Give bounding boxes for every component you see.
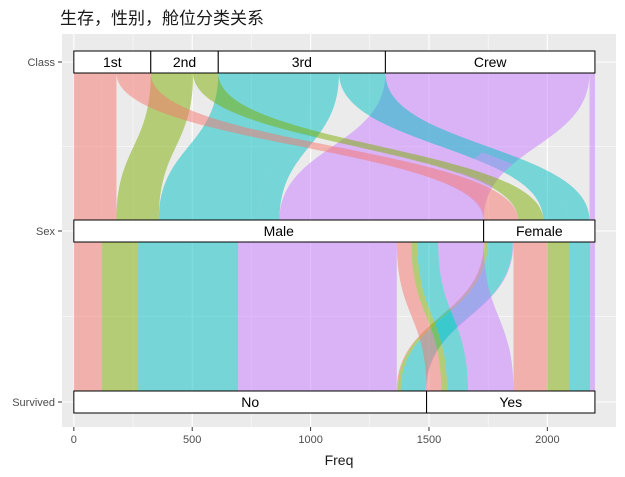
y-tick-label-survived: Survived	[12, 397, 55, 409]
x-tick-label: 1000	[298, 434, 322, 446]
chart-title: 生存，性别，舱位分类关系	[60, 9, 264, 29]
stratum-box-yes	[426, 390, 596, 414]
x-axis-title: Freq	[325, 452, 354, 468]
x-tick-label: 1500	[417, 434, 441, 446]
stratum-label-female: Female	[516, 223, 563, 239]
flow-ribbon-3rd-male-no-class	[158, 73, 319, 220]
x-tick-label: 2000	[535, 434, 559, 446]
y-tick-label-class: Class	[27, 57, 55, 69]
stratum-label-crew: Crew	[474, 54, 508, 70]
stratum-label-male: Male	[264, 223, 295, 239]
flow-ribbon-crew-female-no-class	[589, 73, 591, 220]
flow-ribbon-2nd-female-no-class	[193, 73, 522, 220]
flow-ribbon-3rd-female-yes-sex	[568, 242, 591, 391]
flow-ribbon-crew-male-no-class	[279, 73, 545, 220]
flow-ribbon-2nd-male-no-sex	[101, 242, 139, 391]
flow-ribbon-crew-female-yes-class	[590, 73, 595, 220]
x-tick-label: 500	[183, 434, 201, 446]
stratum-label-yes: Yes	[499, 394, 522, 410]
flow-ribbon-3rd-male-no-sex	[138, 242, 239, 391]
flow-ribbon-3rd-male-yes-class	[258, 73, 339, 220]
x-tick-label: 0	[71, 434, 77, 446]
flow-ribbon-crew-male-yes-sex	[438, 242, 514, 391]
flow-ribbon-3rd-male-yes-sex	[417, 242, 469, 391]
stratum-label-1st: 1st	[103, 54, 122, 70]
strata-boxes: 1st 2nd 3rd Crew Male Female No Yes	[73, 50, 596, 414]
stratum-box-female	[483, 219, 596, 243]
stratum-label-no: No	[241, 394, 259, 410]
x-axis: 0 500 1000 1500 2000	[71, 427, 560, 446]
flow-ribbon-2nd-female-yes-sex	[546, 242, 569, 391]
flow-ribbon-2nd-female-yes-class	[196, 73, 544, 220]
stratum-box-crew	[384, 50, 596, 74]
flow-ribbon-crew-male-no-sex	[238, 242, 397, 391]
flow-ribbon-crew-female-yes-sex	[590, 242, 595, 391]
stratum-label-2nd: 2nd	[173, 54, 196, 70]
flow-ribbon-1st-female-yes-sex	[513, 242, 547, 391]
flow-ribbon-3rd-female-no-class	[339, 73, 569, 220]
flow-ribbon-1st-male-no-sex	[73, 242, 102, 391]
flow-ribbon-1st-male-no-class	[73, 73, 102, 220]
flow-ribbon-1st-male-yes-class	[101, 73, 117, 220]
flow-ribbon-3rd-female-yes-class	[364, 73, 590, 220]
flow-ribbons	[73, 73, 595, 391]
y-axis: Class Sex Survived	[12, 57, 62, 409]
y-tick-label-sex: Sex	[36, 226, 55, 238]
stratum-label-3rd: 3rd	[292, 54, 312, 70]
flow-ribbon-2nd-male-yes-sex	[411, 242, 448, 391]
flow-ribbon-2nd-male-yes-class	[152, 73, 194, 220]
flow-ribbon-1st-male-yes-sex	[396, 242, 442, 391]
flow-ribbon-1st-female-yes-class	[117, 73, 518, 220]
